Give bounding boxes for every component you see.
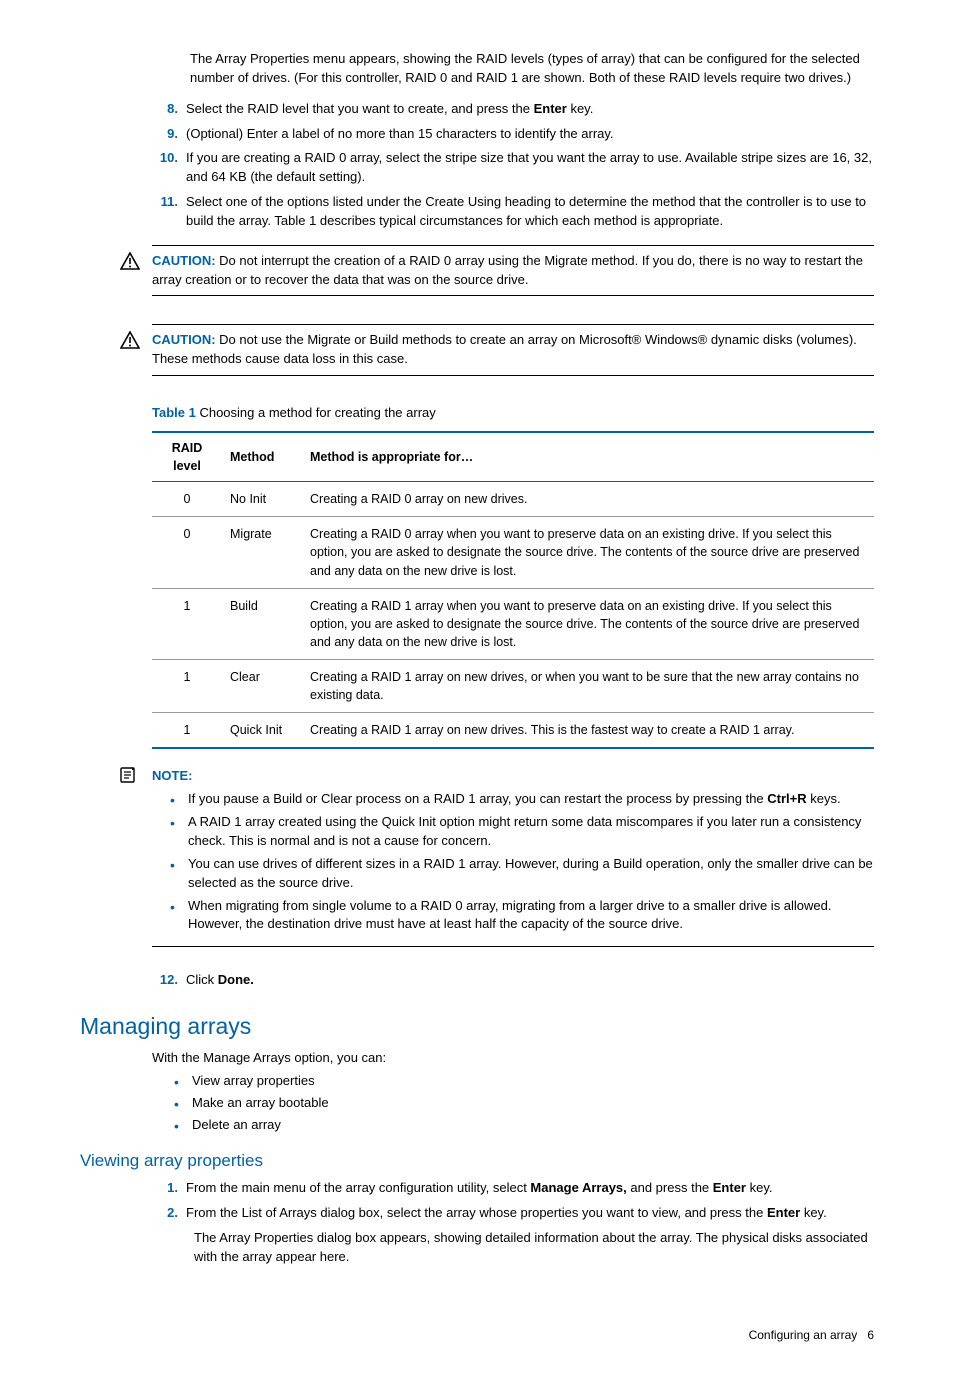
- caution-label: CAUTION:: [152, 253, 216, 268]
- steps-list-1: 8.Select the RAID level that you want to…: [152, 100, 874, 231]
- viewing-steps: 1.From the main menu of the array config…: [152, 1179, 874, 1223]
- caution-label: CAUTION:: [152, 332, 216, 347]
- viewing-result: The Array Properties dialog box appears,…: [194, 1229, 874, 1267]
- managing-intro: With the Manage Arrays option, you can:: [152, 1049, 874, 1068]
- note-item: When migrating from single volume to a R…: [170, 897, 874, 935]
- caution-text: Do not use the Migrate or Build methods …: [152, 332, 857, 366]
- note-item: A RAID 1 array created using the Quick I…: [170, 813, 874, 851]
- list-item: View array properties: [174, 1072, 874, 1091]
- caution-text: Do not interrupt the creation of a RAID …: [152, 253, 863, 287]
- step-12: 12.Click Done.: [152, 971, 874, 990]
- note-icon: [118, 766, 138, 791]
- managing-bullets: View array properties Make an array boota…: [174, 1072, 874, 1135]
- intro-paragraph: The Array Properties menu appears, showi…: [190, 50, 874, 88]
- caution-icon: [120, 251, 140, 277]
- managing-arrays-heading: Managing arrays: [80, 1010, 874, 1043]
- table-header: RAID level: [152, 432, 222, 482]
- step-item: 2.From the List of Arrays dialog box, se…: [152, 1204, 874, 1223]
- note-box: NOTE: If you pause a Build or Clear proc…: [152, 767, 874, 947]
- step-item: 11.Select one of the options listed unde…: [152, 193, 874, 231]
- note-item: If you pause a Build or Clear process on…: [170, 790, 874, 809]
- step-item: 10.If you are creating a RAID 0 array, s…: [152, 149, 874, 187]
- table-row: 1ClearCreating a RAID 1 array on new dri…: [152, 660, 874, 713]
- viewing-properties-heading: Viewing array properties: [80, 1149, 874, 1174]
- table-header: Method is appropriate for…: [302, 432, 874, 482]
- step-item: 8.Select the RAID level that you want to…: [152, 100, 874, 119]
- table-row: 0No InitCreating a RAID 0 array on new d…: [152, 482, 874, 517]
- table-row: 1Quick InitCreating a RAID 1 array on ne…: [152, 713, 874, 749]
- note-item: You can use drives of different sizes in…: [170, 855, 874, 893]
- table-header: Method: [222, 432, 302, 482]
- list-item: Make an array bootable: [174, 1094, 874, 1113]
- table-title: Table 1 Choosing a method for creating t…: [152, 404, 874, 423]
- note-label: NOTE:: [152, 768, 192, 783]
- list-item: Delete an array: [174, 1116, 874, 1135]
- table-row: 1BuildCreating a RAID 1 array when you w…: [152, 588, 874, 659]
- caution-box-2: CAUTION: Do not use the Migrate or Build…: [152, 324, 874, 376]
- note-list: If you pause a Build or Clear process on…: [170, 790, 874, 934]
- caution-box-1: CAUTION: Do not interrupt the creation o…: [152, 245, 874, 297]
- table-row: 0MigrateCreating a RAID 0 array when you…: [152, 517, 874, 588]
- caution-icon: [120, 330, 140, 356]
- step-item: 1.From the main menu of the array config…: [152, 1179, 874, 1198]
- method-table: RAID levelMethodMethod is appropriate fo…: [152, 431, 874, 750]
- step-item: 9.(Optional) Enter a label of no more th…: [152, 125, 874, 144]
- page-footer: Configuring an array 6: [80, 1327, 874, 1344]
